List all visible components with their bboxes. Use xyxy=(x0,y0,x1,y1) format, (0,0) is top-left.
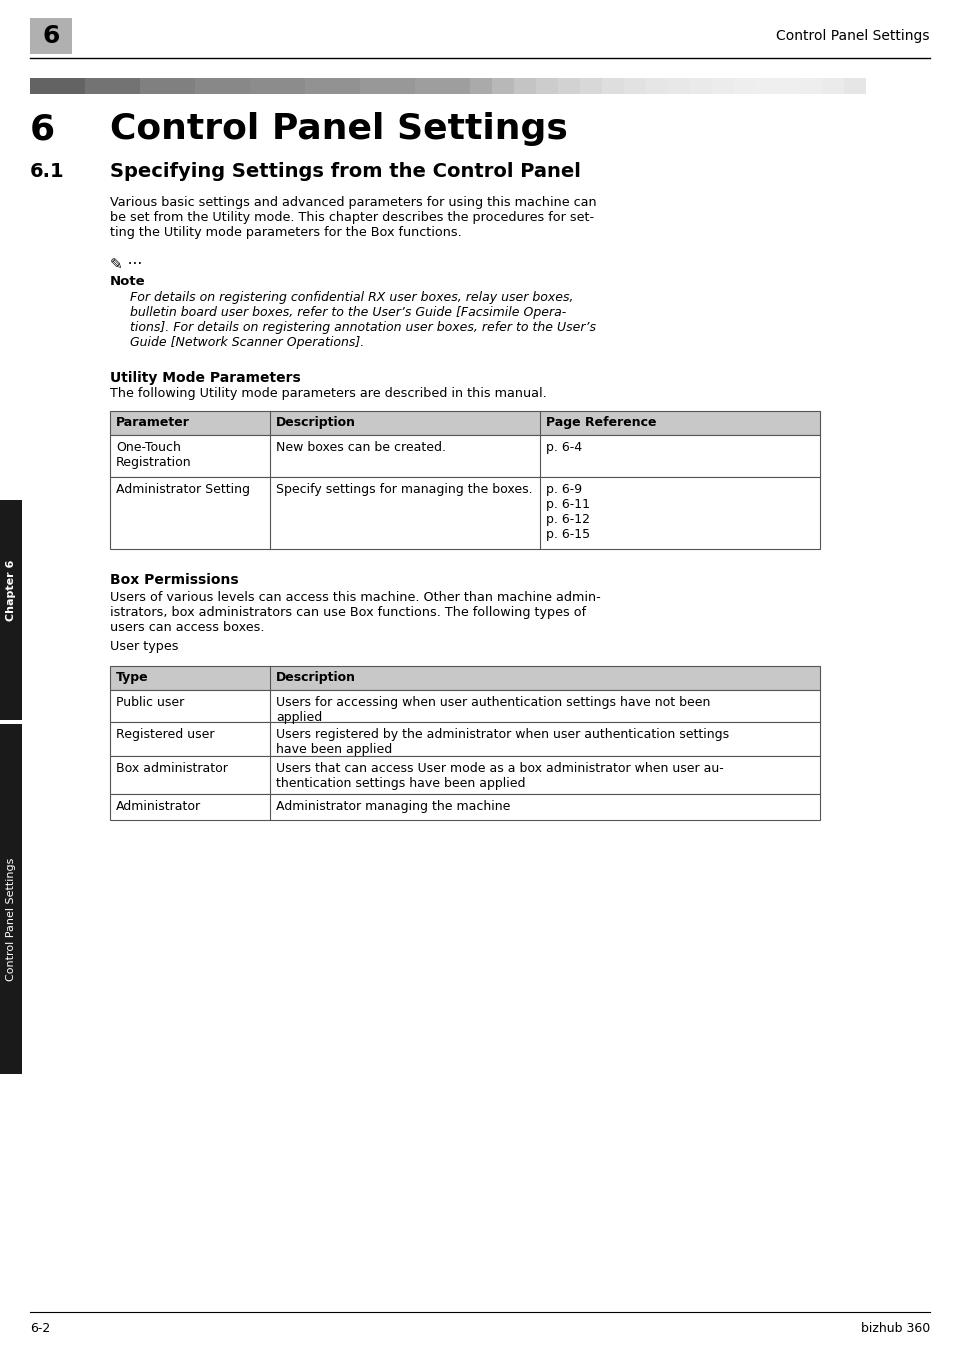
Bar xyxy=(250,78,305,95)
Bar xyxy=(755,78,778,95)
Bar xyxy=(110,722,820,756)
Bar xyxy=(711,78,733,95)
Text: Users that can access User mode as a box administrator when user au-
thenticatio: Users that can access User mode as a box… xyxy=(275,763,723,790)
Bar xyxy=(110,690,820,722)
Text: Description: Description xyxy=(275,416,355,429)
Bar xyxy=(579,78,601,95)
Bar xyxy=(536,78,558,95)
Bar xyxy=(623,78,645,95)
Text: p. 6-9
p. 6-11
p. 6-12
p. 6-15: p. 6-9 p. 6-11 p. 6-12 p. 6-15 xyxy=(545,483,590,541)
Bar xyxy=(110,667,820,690)
Text: For details on registering confidential RX user boxes, relay user boxes,: For details on registering confidential … xyxy=(130,291,573,304)
Bar xyxy=(415,78,470,95)
Text: ting the Utility mode parameters for the Box functions.: ting the Utility mode parameters for the… xyxy=(110,226,461,239)
Text: Users for accessing when user authentication settings have not been
applied: Users for accessing when user authentica… xyxy=(275,696,710,725)
Text: Parameter: Parameter xyxy=(116,416,190,429)
Text: Users of various levels can access this machine. Other than machine admin-: Users of various levels can access this … xyxy=(110,591,600,604)
Text: Various basic settings and advanced parameters for using this machine can: Various basic settings and advanced para… xyxy=(110,196,596,210)
Bar xyxy=(194,78,250,95)
Text: Public user: Public user xyxy=(116,696,184,708)
Text: Guide [Network Scanner Operations].: Guide [Network Scanner Operations]. xyxy=(130,337,364,349)
Bar xyxy=(110,756,820,794)
Text: 6: 6 xyxy=(30,112,55,146)
Bar xyxy=(800,78,821,95)
Text: New boxes can be created.: New boxes can be created. xyxy=(275,441,446,454)
Text: 6-2: 6-2 xyxy=(30,1322,51,1334)
Bar xyxy=(645,78,667,95)
Text: Users registered by the administrator when user authentication settings
have bee: Users registered by the administrator wh… xyxy=(275,727,728,756)
Text: be set from the Utility mode. This chapter describes the procedures for set-: be set from the Utility mode. This chapt… xyxy=(110,211,594,224)
Text: Box administrator: Box administrator xyxy=(116,763,228,775)
Text: Type: Type xyxy=(116,671,149,684)
Text: The following Utility mode parameters are described in this manual.: The following Utility mode parameters ar… xyxy=(110,387,546,400)
Text: 6.1: 6.1 xyxy=(30,162,65,181)
Text: Box Permissions: Box Permissions xyxy=(110,573,238,587)
Text: ✎ ···: ✎ ··· xyxy=(110,257,142,272)
Text: Utility Mode Parameters: Utility Mode Parameters xyxy=(110,370,300,385)
Text: Page Reference: Page Reference xyxy=(545,416,656,429)
Text: bizhub 360: bizhub 360 xyxy=(860,1322,929,1334)
Bar xyxy=(492,78,514,95)
Bar xyxy=(30,18,71,54)
Text: Administrator managing the machine: Administrator managing the machine xyxy=(275,800,510,813)
Bar xyxy=(305,78,359,95)
Text: tions]. For details on registering annotation user boxes, refer to the User’s: tions]. For details on registering annot… xyxy=(130,320,596,334)
Bar xyxy=(843,78,865,95)
Text: Specify settings for managing the boxes.: Specify settings for managing the boxes. xyxy=(275,483,532,496)
Text: Note: Note xyxy=(110,274,146,288)
Text: Control Panel Settings: Control Panel Settings xyxy=(776,28,929,43)
Text: p. 6-4: p. 6-4 xyxy=(545,441,581,454)
Bar xyxy=(359,78,415,95)
Bar xyxy=(110,794,820,821)
Text: One-Touch
Registration: One-Touch Registration xyxy=(116,441,192,469)
Bar xyxy=(733,78,755,95)
Text: Administrator: Administrator xyxy=(116,800,201,813)
Bar xyxy=(110,435,820,477)
Bar xyxy=(0,500,22,721)
Text: Description: Description xyxy=(275,671,355,684)
Bar xyxy=(110,411,820,435)
Text: User types: User types xyxy=(110,639,178,653)
Text: users can access boxes.: users can access boxes. xyxy=(110,621,264,634)
Bar xyxy=(0,725,22,1073)
Bar xyxy=(30,78,85,95)
Bar xyxy=(140,78,194,95)
Bar xyxy=(110,477,820,549)
Text: Specifying Settings from the Control Panel: Specifying Settings from the Control Pan… xyxy=(110,162,580,181)
Text: Control Panel Settings: Control Panel Settings xyxy=(6,857,16,980)
Bar xyxy=(514,78,536,95)
Bar xyxy=(689,78,711,95)
Text: 6: 6 xyxy=(42,24,60,49)
Bar xyxy=(470,78,492,95)
Text: Control Panel Settings: Control Panel Settings xyxy=(110,112,567,146)
Bar xyxy=(85,78,140,95)
Text: Chapter 6: Chapter 6 xyxy=(6,560,16,621)
Bar xyxy=(821,78,843,95)
Bar xyxy=(601,78,623,95)
Bar xyxy=(558,78,579,95)
Text: Registered user: Registered user xyxy=(116,727,214,741)
Text: bulletin board user boxes, refer to the User’s Guide [Facsimile Opera-: bulletin board user boxes, refer to the … xyxy=(130,306,566,319)
Text: istrators, box administrators can use Box functions. The following types of: istrators, box administrators can use Bo… xyxy=(110,606,585,619)
Bar xyxy=(667,78,689,95)
Bar xyxy=(778,78,800,95)
Text: Administrator Setting: Administrator Setting xyxy=(116,483,250,496)
